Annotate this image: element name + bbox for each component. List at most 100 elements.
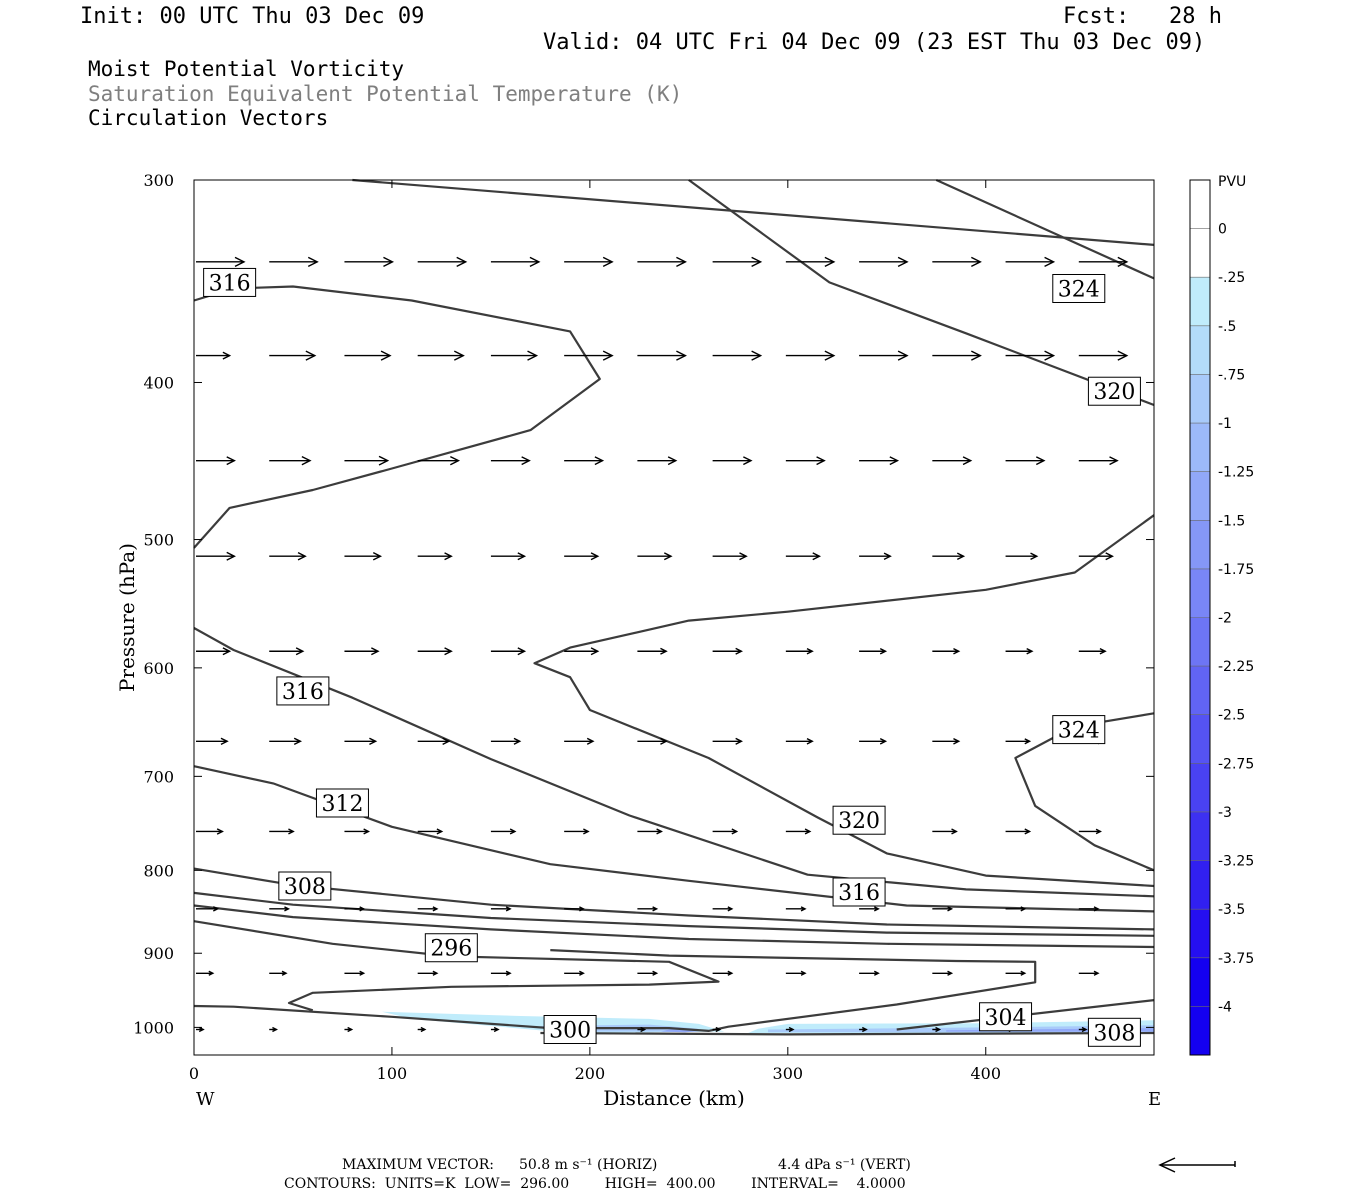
field-title-vectors: Circulation Vectors — [88, 106, 329, 130]
colorbar-swatch — [1190, 909, 1210, 959]
colorbar-level-label: -.75 — [1218, 367, 1245, 383]
circulation-vector-3-0 — [196, 551, 236, 561]
init-time: Init: 00 UTC Thu 03 Dec 09 — [80, 4, 425, 29]
contour-label-text: 324 — [1058, 277, 1100, 302]
circulation-vector-1-12 — [1078, 350, 1129, 361]
circulation-vector-6-7 — [712, 828, 739, 835]
circulation-vector-6-3 — [417, 828, 444, 835]
circulation-vector-1-5 — [564, 350, 614, 361]
theta-es-contour-4 — [193, 627, 1155, 898]
circulation-vector-7-12 — [1078, 906, 1100, 912]
x-tick-label: 100 — [377, 1064, 408, 1083]
theta-es-contour-9 — [193, 920, 720, 1012]
contour-label-text: 312 — [321, 792, 363, 817]
max-vector-label: MAXIMUM VECTOR: — [342, 1157, 494, 1173]
colorbar-level-label: -2.75 — [1218, 756, 1254, 772]
contour-label-6: 320 — [832, 805, 886, 835]
circulation-vector-0-9 — [859, 256, 909, 267]
circulation-vector-9-2 — [344, 1026, 354, 1033]
colorbar-swatch — [1190, 811, 1210, 862]
circulation-vector-8-7 — [712, 970, 734, 976]
circulation-vector-5-0 — [196, 737, 229, 746]
circulation-vector-4-3 — [417, 647, 453, 656]
circulation-vector-8-6 — [637, 970, 659, 976]
circulation-vector-2-10 — [932, 456, 973, 466]
y-tick-label: 900 — [143, 944, 174, 963]
reference-arrow — [1158, 1157, 1236, 1173]
circulation-vector-3-7 — [712, 552, 748, 561]
circulation-vector-4-9 — [859, 647, 888, 655]
y-tick-label: 400 — [143, 373, 174, 392]
circulation-vector-3-10 — [932, 552, 966, 560]
circulation-vector-3-1 — [269, 552, 307, 561]
x-tick-label: 400 — [970, 1064, 1001, 1083]
colorbar-unit: PVU — [1218, 174, 1246, 190]
contour-label-2: 320 — [1087, 376, 1141, 406]
circulation-vector-4-1 — [269, 647, 305, 656]
circulation-vector-7-9 — [859, 906, 880, 912]
circulation-vector-3-11 — [1005, 552, 1039, 560]
circulation-vector-7-7 — [712, 906, 734, 912]
circulation-vector-2-9 — [859, 456, 900, 466]
circulation-vector-8-0 — [196, 970, 215, 976]
circulation-vector-9-0 — [196, 1026, 205, 1033]
contour-layer — [193, 178, 1155, 1036]
circulation-vector-1-9 — [859, 350, 909, 361]
x-tick-label: 300 — [773, 1064, 804, 1083]
circulation-vector-1-7 — [712, 350, 763, 361]
circulation-vector-0-1 — [269, 256, 319, 267]
circulation-vector-0-0 — [196, 256, 246, 267]
circulation-vector-0-12 — [1078, 256, 1129, 267]
circulation-vector-8-1 — [269, 970, 288, 976]
circulation-vector-1-6 — [637, 350, 687, 361]
circulation-vector-9-4 — [490, 1026, 500, 1033]
circulation-vector-8-9 — [859, 970, 880, 976]
circulation-vector-0-10 — [932, 256, 982, 267]
y-axis-title: Pressure (hPa) — [115, 543, 139, 692]
colorbar-swatch — [1190, 957, 1210, 1007]
colorbar-level-label: -4 — [1218, 999, 1232, 1015]
circulation-vector-2-4 — [490, 456, 531, 466]
pv-shading-region-4 — [661, 1029, 705, 1033]
theta-es-contour-5 — [193, 765, 1155, 913]
circulation-vector-5-7 — [712, 737, 743, 745]
colorbar-level-label: -2.25 — [1218, 659, 1254, 675]
circulation-vector-6-0 — [196, 828, 224, 835]
circulation-vector-5-1 — [269, 737, 303, 746]
circulation-vector-5-9 — [859, 738, 888, 745]
circulation-vector-8-11 — [1005, 970, 1027, 976]
colorbar-swatch — [1190, 666, 1210, 716]
colorbar-swatch — [1190, 1006, 1210, 1056]
contour-label-text: 320 — [1093, 380, 1135, 405]
colorbar-swatch — [1190, 325, 1210, 375]
contour-label-text: 308 — [284, 875, 326, 900]
colorbar-swatch — [1190, 180, 1210, 230]
forecast-hour: Fcst: 28 h — [1063, 4, 1222, 29]
circulation-vector-8-12 — [1078, 970, 1100, 976]
circulation-vector-6-4 — [490, 828, 517, 835]
circulation-vector-7-8 — [785, 906, 807, 912]
circulation-vector-9-1 — [269, 1026, 279, 1033]
y-tick-label: 1000 — [133, 1018, 174, 1037]
theta-es-contour-0 — [352, 178, 1155, 246]
circulation-vector-3-9 — [859, 552, 892, 560]
circulation-vector-8-2 — [344, 970, 366, 976]
y-tick-label: 500 — [143, 531, 174, 550]
contour-label-1: 324 — [1052, 273, 1106, 303]
x-axis-title: Distance (km) — [603, 1086, 745, 1110]
plot-frame — [193, 179, 1155, 1056]
circulation-vector-6-1 — [269, 828, 295, 835]
circulation-vector-4-4 — [490, 647, 527, 656]
colorbar-level-label: -1.5 — [1218, 513, 1245, 529]
circulation-vector-5-10 — [932, 738, 961, 745]
circulation-vector-2-8 — [785, 456, 826, 466]
contour-label-7: 308 — [278, 871, 332, 901]
circulation-vector-6-10 — [932, 828, 958, 835]
circulation-vector-0-2 — [344, 256, 395, 267]
circulation-vector-6-6 — [637, 828, 663, 835]
field-title-theta-es: Saturation Equivalent Potential Temperat… — [88, 82, 683, 106]
colorbar-level-label: -3 — [1218, 805, 1232, 821]
circulation-vector-2-1 — [269, 455, 312, 466]
circulation-vector-9-3 — [417, 1026, 427, 1033]
contour-label-text: 316 — [838, 881, 880, 906]
